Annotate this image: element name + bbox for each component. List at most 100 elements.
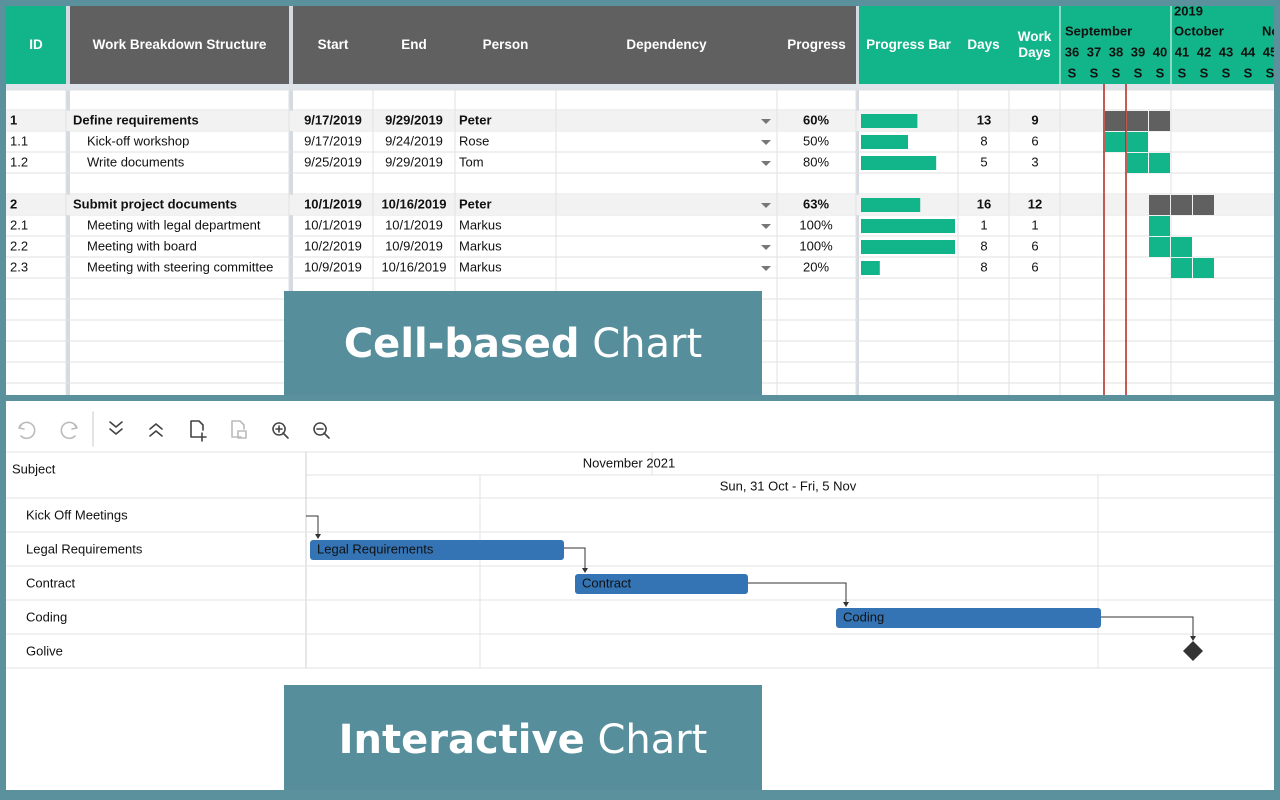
day-label: S (1090, 65, 1099, 80)
day-label: S (1156, 65, 1165, 80)
task-bar[interactable] (310, 540, 564, 560)
summary-row-bg (6, 111, 1274, 131)
banner-light: Chart (597, 717, 707, 763)
header-cell (6, 6, 66, 84)
dropdown-arrow[interactable] (761, 140, 771, 145)
end-date: 9/24/2019 (385, 133, 443, 148)
dependency-arrow (1190, 636, 1196, 641)
week-label: 45 (1263, 44, 1277, 59)
dropdown-arrow[interactable] (761, 203, 771, 208)
header-cell (777, 6, 856, 84)
progress-label: 100% (799, 217, 833, 232)
task-subject: Legal Requirements (26, 541, 143, 556)
dropdown-arrow[interactable] (761, 245, 771, 250)
progress-bar (861, 219, 955, 233)
task-bar-label: Legal Requirements (317, 541, 434, 556)
task-subject: Contract (26, 575, 76, 590)
gantt-cell (1127, 111, 1148, 131)
redo-icon[interactable] (60, 421, 78, 440)
day-label: S (1134, 65, 1143, 80)
task-id: 1.2 (10, 154, 28, 169)
zoom-in-icon[interactable] (272, 422, 289, 439)
dependency-line (1101, 616, 1194, 636)
task-name: Meeting with steering committee (87, 259, 273, 274)
gantt-cell (1149, 216, 1170, 236)
day-label: S (1112, 65, 1121, 80)
zoom-out-icon[interactable] (313, 422, 330, 439)
start-date: 10/2/2019 (304, 238, 362, 253)
days: 16 (977, 196, 991, 211)
undo-icon[interactable] (18, 421, 36, 440)
task-bar-label: Contract (582, 575, 632, 590)
column-header: ID (29, 37, 43, 52)
person: Tom (459, 154, 484, 169)
dependency-line (306, 515, 319, 534)
column-header: Work Days (1017, 29, 1052, 60)
collapse-icon[interactable] (149, 423, 163, 437)
header-cell (1009, 6, 1060, 84)
task-subject: Coding (26, 609, 67, 624)
gantt-cell (1105, 111, 1126, 131)
work-days: 12 (1028, 196, 1042, 211)
delete-task-icon[interactable] (231, 420, 247, 439)
header-cell (70, 6, 289, 84)
add-task-icon[interactable] (190, 420, 207, 442)
days: 8 (980, 238, 987, 253)
progress-label: 50% (803, 133, 829, 148)
gantt-cell (1149, 237, 1170, 257)
dependency-arrow (843, 602, 849, 607)
column-header: Work Breakdown Structure (92, 37, 267, 52)
week-label: 36 (1065, 44, 1079, 59)
gantt-cell (1127, 153, 1148, 173)
panel-edge (1274, 0, 1280, 800)
toolbar (18, 411, 330, 447)
gantt-cell (1193, 195, 1214, 215)
header-cell (859, 6, 958, 84)
dropdown-arrow[interactable] (761, 266, 771, 271)
expand-icon[interactable] (109, 421, 123, 435)
gantt-cell (1127, 132, 1148, 152)
gantt-cell (1105, 132, 1126, 152)
task-id: 2.2 (10, 238, 28, 253)
task-bar[interactable] (836, 608, 1101, 628)
start-date: 10/1/2019 (304, 196, 362, 211)
end-date: 9/29/2019 (385, 154, 443, 169)
dependency-arrow (315, 534, 321, 539)
subject-header: Subject (12, 461, 56, 476)
start-date: 10/1/2019 (304, 217, 362, 232)
week-label: 39 (1131, 44, 1145, 59)
week-label: 44 (1241, 44, 1256, 59)
progress-label: 80% (803, 154, 829, 169)
days: 8 (980, 259, 987, 274)
work-days: 6 (1031, 259, 1038, 274)
week-label: 41 (1175, 44, 1189, 59)
start-date: 9/25/2019 (304, 154, 362, 169)
week-label: 37 (1087, 44, 1101, 59)
dropdown-arrow[interactable] (761, 224, 771, 229)
month-label: October (1174, 23, 1224, 38)
day-label: S (1222, 65, 1231, 80)
column-header: End (401, 37, 427, 52)
week-label: 38 (1109, 44, 1123, 59)
dropdown-arrow[interactable] (761, 119, 771, 124)
progress-label: 100% (799, 238, 833, 253)
task-name: Define requirements (73, 112, 199, 127)
milestone[interactable] (1183, 641, 1203, 661)
task-id: 2.3 (10, 259, 28, 274)
banner-bg (284, 291, 762, 395)
summary-row-bg (6, 195, 1274, 215)
header-band (6, 84, 1274, 90)
days: 5 (980, 154, 987, 169)
gantt-cell (1193, 258, 1214, 278)
dropdown-arrow[interactable] (761, 161, 771, 166)
column-header: Progress (787, 37, 846, 52)
person: Rose (459, 133, 489, 148)
column-header: Progress Bar (866, 37, 951, 52)
week-label: 43 (1219, 44, 1233, 59)
column-header: Days (967, 37, 1000, 52)
gantt-cell (1149, 195, 1170, 215)
column-header: Start (317, 37, 349, 52)
person: Peter (459, 196, 492, 211)
task-bar[interactable] (575, 574, 748, 594)
